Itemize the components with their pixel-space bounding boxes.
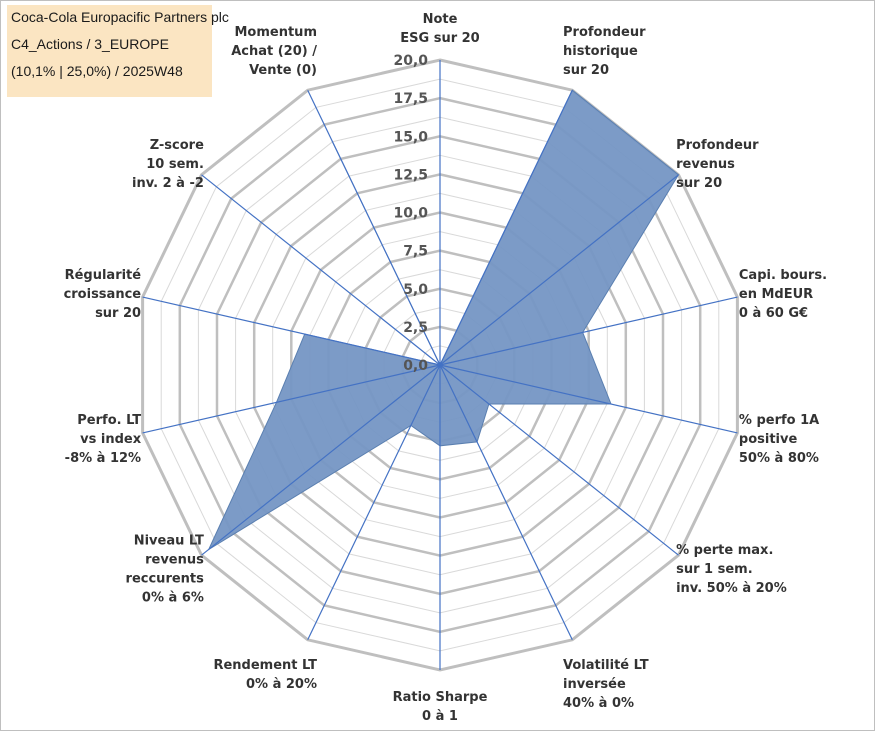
axis-label: Ratio Sharpe 0 à 1 [393,690,488,724]
axis-label: Régularité croissance sur 20 [64,268,142,321]
axis-label-line: en MdEUR [739,287,813,302]
axis-spoke [439,364,679,556]
axis-label-line: 0 à 1 [422,709,458,724]
axis-label-line: 40% à 0% [563,696,634,711]
axis-spoke [439,89,573,366]
axis-spoke [307,364,441,641]
axis-label: Profondeur historique sur 20 [563,25,646,78]
axis-label-line: Rendement LT [213,658,317,673]
axis-label-line: sur 20 [95,306,141,321]
tick-label: 15,0 [393,129,428,145]
axis-label-line: Profondeur [676,138,759,153]
axis-label-line: Momentum [234,25,317,40]
axis-label-line: Vente (0) [249,63,317,78]
radar-axis-labels: Note ESG sur 20 Profondeur historique sur 20… [64,12,827,724]
chart-title-stats: (10,1% | 25,0%) / 2025W48 [11,63,183,79]
axis-spoke [307,89,441,366]
radar-tick-labels: 0,0 2,5 5,0 7,5 10,0 12,5 15,0 17,5 20,0 [393,53,428,374]
axis-label-line: sur 1 sem. [676,562,753,577]
tick-label: 20,0 [393,53,428,69]
axis-label-line: -8% à 12% [65,451,141,466]
chart-title-box: Coca-Cola Europacific Partners plc C4_Ac… [7,5,229,97]
axis-label-line: revenus [676,157,735,172]
axis-spoke [439,364,573,641]
tick-label: 12,5 [393,167,428,183]
axis-spoke [142,296,441,366]
tick-label: 0,0 [403,358,428,374]
radar-spokes [142,60,738,670]
axis-spoke [439,364,738,434]
axis-label: % perfo 1A positive 50% à 80% [739,413,819,466]
axis-label-line: Volatilité LT [563,658,649,673]
axis-label-line: vs index [80,432,142,447]
tick-label: 5,0 [403,282,428,298]
axis-label-line: 0 à 60 G€ [739,306,808,321]
axis-label-line: 0% à 6% [142,591,204,606]
axis-label-line: Z-score [150,138,204,153]
tick-label: 10,0 [393,206,428,222]
axis-label-line: positive [739,432,798,447]
axis-label-line: sur 20 [563,63,609,78]
axis-label: Capi. bours. en MdEUR 0 à 60 G€ [739,268,827,321]
axis-label-line: Achat (20) / [231,44,317,59]
axis-label-line: Ratio Sharpe [393,690,488,705]
axis-label: Z-score 10 sem. inv. 2 à -2 [132,138,204,191]
axis-label-line: inv. 50% à 20% [676,581,787,596]
axis-label: % perte max. sur 1 sem. inv. 50% à 20% [676,543,787,596]
axis-label-line: inv. 2 à -2 [132,176,204,191]
axis-label-line: 10 sem. [146,157,204,172]
axis-spoke [439,174,679,366]
axis-spoke [201,174,441,366]
axis-spoke [439,296,738,366]
axis-label: Rendement LT 0% à 20% [213,658,317,692]
tick-label: 7,5 [403,244,428,260]
axis-label-line: croissance [64,287,142,302]
axis-label-line: % perte max. [676,543,773,558]
axis-label: Perfo. LT vs index -8% à 12% [65,413,142,466]
axis-label: Niveau LT revenus reccurents 0% à 6% [126,534,205,606]
axis-label-line: Note [423,12,458,27]
tick-label: 17,5 [393,91,428,107]
axis-label-line: Niveau LT [134,534,204,549]
tick-label: 2,5 [403,320,428,336]
axis-label-line: 0% à 20% [246,677,317,692]
axis-label-line: historique [563,44,638,59]
axis-label: Note ESG sur 20 [400,12,479,46]
chart-title-category: C4_Actions / 3_EUROPE [11,36,169,52]
axis-label-line: Capi. bours. [739,268,827,283]
axis-label: Volatilité LT inversée 40% à 0% [563,658,649,711]
axis-label-line: % perfo 1A [739,413,819,428]
axis-label: Momentum Achat (20) / Vente (0) [231,25,317,78]
axis-label-line: Profondeur [563,25,646,40]
axis-label-line: ESG sur 20 [400,31,479,46]
chart-title-company: Coca-Cola Europacific Partners plc [11,9,229,25]
axis-label: Profondeur revenus sur 20 [676,138,759,191]
axis-label-line: 50% à 80% [739,451,819,466]
axis-label-line: sur 20 [676,176,722,191]
axis-label-line: reccurents [126,572,205,587]
axis-label-line: Régularité [65,268,142,283]
axis-label-line: inversée [563,677,626,692]
axis-spoke [142,364,441,434]
axis-spoke [201,364,441,556]
axis-label-line: Perfo. LT [77,413,141,428]
axis-label-line: revenus [145,553,204,568]
